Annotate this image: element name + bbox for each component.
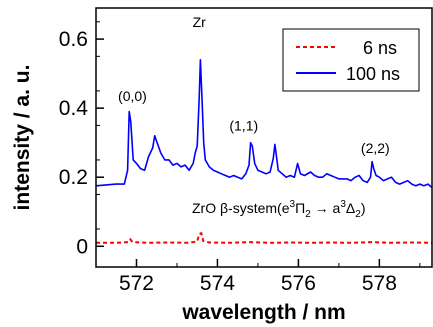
x-tick-label: 572 [119, 272, 154, 295]
y-tick-label: 0.2 [59, 166, 88, 189]
series-100ns-line [95, 58, 433, 189]
legend-box [282, 28, 420, 92]
legend-label-6ns: 6 ns [363, 38, 397, 58]
y-tick-label: 0.4 [59, 97, 89, 120]
peak-annotation: (0,0) [118, 88, 147, 104]
system-label-prefix: ZrO β-system(e [192, 200, 290, 216]
x-tick-label: 578 [362, 272, 397, 295]
series-100ns-layer [95, 58, 433, 189]
x-axis-ticks: 572 574 576 578 [95, 259, 421, 295]
peak-annotation: (1,1) [229, 118, 258, 134]
system-upper-sup: 3 [290, 199, 296, 210]
x-axis-title: wavelength / nm [181, 301, 345, 324]
system-upper-sub: 2 [305, 209, 311, 220]
system-lower-state: Δ [346, 200, 355, 216]
system-lower-sub: 2 [355, 209, 361, 220]
y-tick-label: 0.6 [59, 28, 88, 51]
plot-frame [95, 7, 433, 268]
x-tick-label: 574 [200, 272, 235, 295]
y-tick-label: 0 [76, 235, 88, 258]
y-axis-title: intensity / a. u. [11, 65, 34, 211]
zro-system-label: ZrO β-system(e3Π2 → a3Δ2) [192, 199, 365, 220]
system-arrow: → a [311, 200, 341, 216]
system-upper-state: Π [295, 200, 305, 216]
peak-annotation: Zr [193, 14, 207, 30]
system-label-suffix: ) [361, 200, 366, 216]
system-lower-sup: 3 [340, 199, 346, 210]
series-6ns-layer [96, 231, 433, 244]
legend-label-100ns: 100 ns [346, 64, 400, 84]
x-tick-label: 576 [281, 272, 316, 295]
y-axis-ticks: 0 0.2 0.4 0.6 [59, 21, 104, 258]
peak-annotation: (2,2) [361, 140, 390, 156]
peak-annotations: (0,0) Zr (1,1) (2,2) [118, 14, 390, 156]
series-6ns-line [96, 231, 433, 244]
legend: 6 ns 100 ns [282, 28, 420, 92]
